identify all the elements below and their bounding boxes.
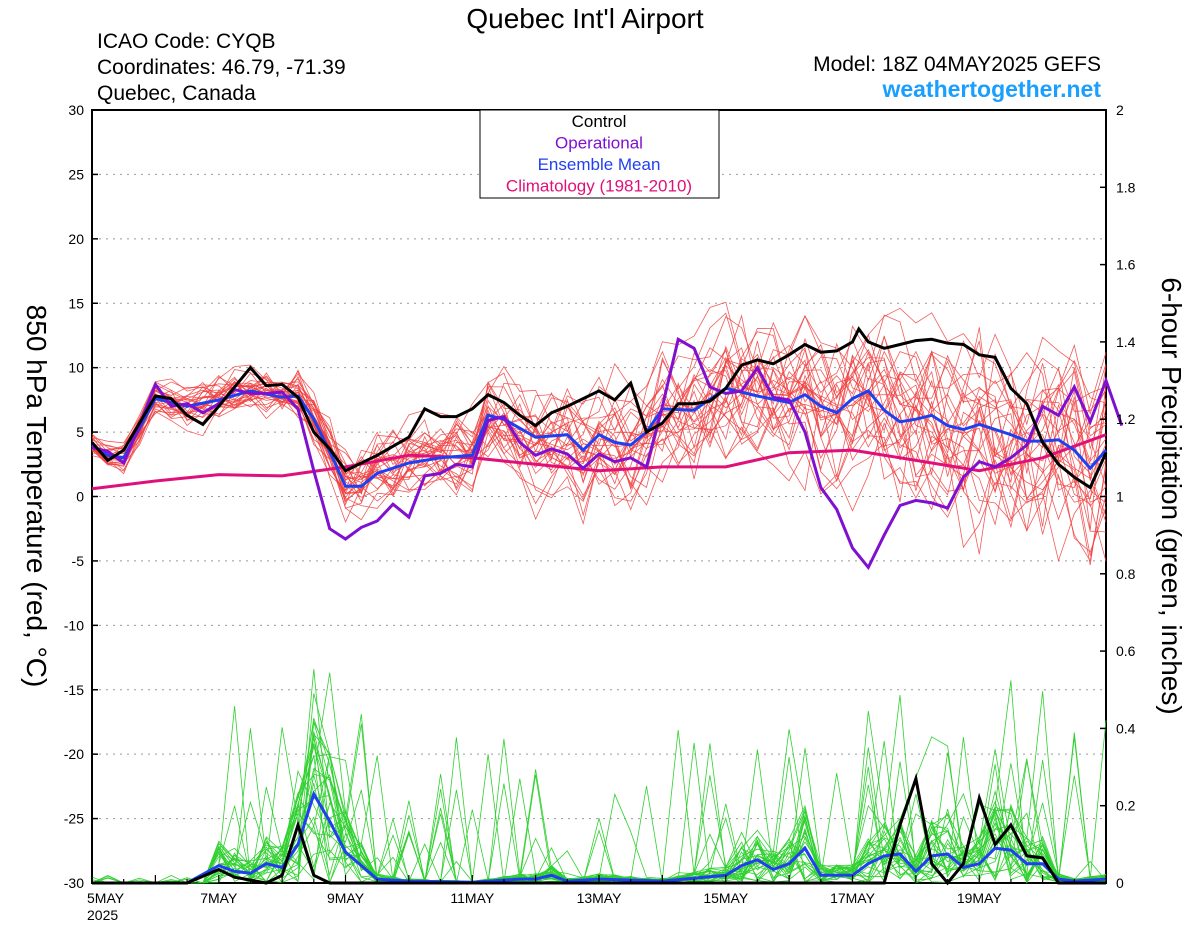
location: Quebec, Canada bbox=[97, 82, 256, 105]
coordinates: Coordinates: 46.79, -71.39 bbox=[97, 56, 346, 79]
temp-member-line bbox=[91, 327, 1107, 499]
operational-temp-line bbox=[91, 337, 1124, 571]
temp-member-line bbox=[91, 307, 1107, 493]
right-axis: 2 1.8 1.6 1.4 1.2 1 0.8 0.6 0.4 0.2 0 bbox=[1100, 102, 1136, 891]
series-layer bbox=[90, 326, 1124, 886]
chart-title: Quebec Int'l Airport bbox=[466, 3, 703, 34]
left-tick-label: -30 bbox=[64, 875, 84, 891]
temp-member-line bbox=[91, 314, 1107, 563]
temp-member-line bbox=[91, 331, 1107, 562]
precip-member-line bbox=[92, 737, 1107, 884]
precip-member-line bbox=[92, 680, 1107, 884]
temp-member-line bbox=[91, 325, 1107, 521]
right-tick-label: 0.2 bbox=[1116, 798, 1136, 814]
legend-entry: Operational bbox=[555, 134, 643, 153]
right-tick-label: 0.8 bbox=[1116, 566, 1136, 582]
icao-code: ICAO Code: CYQB bbox=[97, 30, 276, 53]
right-tick-label: 1.2 bbox=[1116, 411, 1136, 427]
climatology-line bbox=[91, 433, 1107, 491]
left-tick-label: -5 bbox=[72, 553, 85, 569]
x-tick-label: 19MAY bbox=[957, 890, 1003, 906]
temp-member-line bbox=[91, 312, 1107, 492]
x-tick-label: 7MAY bbox=[200, 890, 238, 906]
right-tick-label: 2 bbox=[1116, 102, 1124, 118]
left-tick-label: 25 bbox=[68, 166, 84, 182]
temp-member-line bbox=[91, 336, 1107, 555]
left-tick-label: 5 bbox=[76, 424, 84, 440]
left-axis-label: 850 hPa Temperature (red, °C) bbox=[21, 305, 52, 688]
left-tick-label: -15 bbox=[64, 682, 84, 698]
control-precip-line bbox=[92, 772, 1106, 886]
legend-entry: Ensemble Mean bbox=[538, 155, 661, 174]
left-tick-label: 20 bbox=[68, 231, 84, 247]
left-tick-label: 30 bbox=[68, 102, 84, 118]
legend-entry: Control bbox=[572, 112, 627, 131]
right-tick-label: 0 bbox=[1116, 875, 1124, 891]
temp-member-line bbox=[91, 315, 1107, 531]
right-tick-label: 1.8 bbox=[1116, 179, 1136, 195]
left-tick-label: 10 bbox=[68, 360, 84, 376]
left-tick-label: -25 bbox=[64, 811, 84, 827]
temp-member-line bbox=[91, 314, 1107, 517]
x-tick-label: 9MAY bbox=[327, 890, 365, 906]
left-tick-label: -20 bbox=[64, 746, 84, 762]
left-axis: 30 25 20 15 10 5 0 -5 -10 -15 -20 -25 -30 bbox=[64, 102, 98, 891]
left-tick-label: -10 bbox=[64, 617, 84, 633]
left-tick-label: 0 bbox=[76, 489, 84, 505]
x-tick-year: 2025 bbox=[87, 907, 118, 923]
model-run: Model: 18Z 04MAY2025 GEFS bbox=[813, 53, 1101, 76]
right-tick-label: 1.4 bbox=[1116, 334, 1136, 350]
members-precipitation bbox=[91, 669, 1107, 885]
legend-box bbox=[479, 109, 720, 199]
x-tick-label: 5MAY bbox=[87, 890, 125, 906]
right-tick-label: 0.4 bbox=[1116, 720, 1136, 736]
x-tick-label: 15MAY bbox=[703, 890, 749, 906]
right-axis-label: 6-hour Precipitation (green, inches) bbox=[1156, 277, 1187, 714]
temp-member-line bbox=[91, 335, 1107, 505]
control-temp-line bbox=[90, 326, 1108, 490]
legend: Control Operational Ensemble Mean Climatolo… bbox=[479, 109, 720, 199]
temp-member-line bbox=[91, 353, 1107, 527]
legend-entry: Climatology (1981-2010) bbox=[506, 177, 692, 196]
right-tick-label: 0.6 bbox=[1116, 643, 1136, 659]
x-tick-label: 17MAY bbox=[830, 890, 876, 906]
x-tick-label: 11MAY bbox=[450, 890, 494, 906]
left-tick-label: 15 bbox=[68, 295, 84, 311]
right-tick-label: 1.6 bbox=[1116, 257, 1136, 273]
mean-precip-line bbox=[92, 790, 1107, 885]
x-tick-label: 13MAY bbox=[577, 890, 623, 906]
temp-member-line bbox=[91, 343, 1107, 566]
temp-member-line bbox=[91, 342, 1107, 556]
right-tick-label: 1 bbox=[1116, 489, 1124, 505]
site-name: weathertogether.net bbox=[881, 76, 1101, 102]
